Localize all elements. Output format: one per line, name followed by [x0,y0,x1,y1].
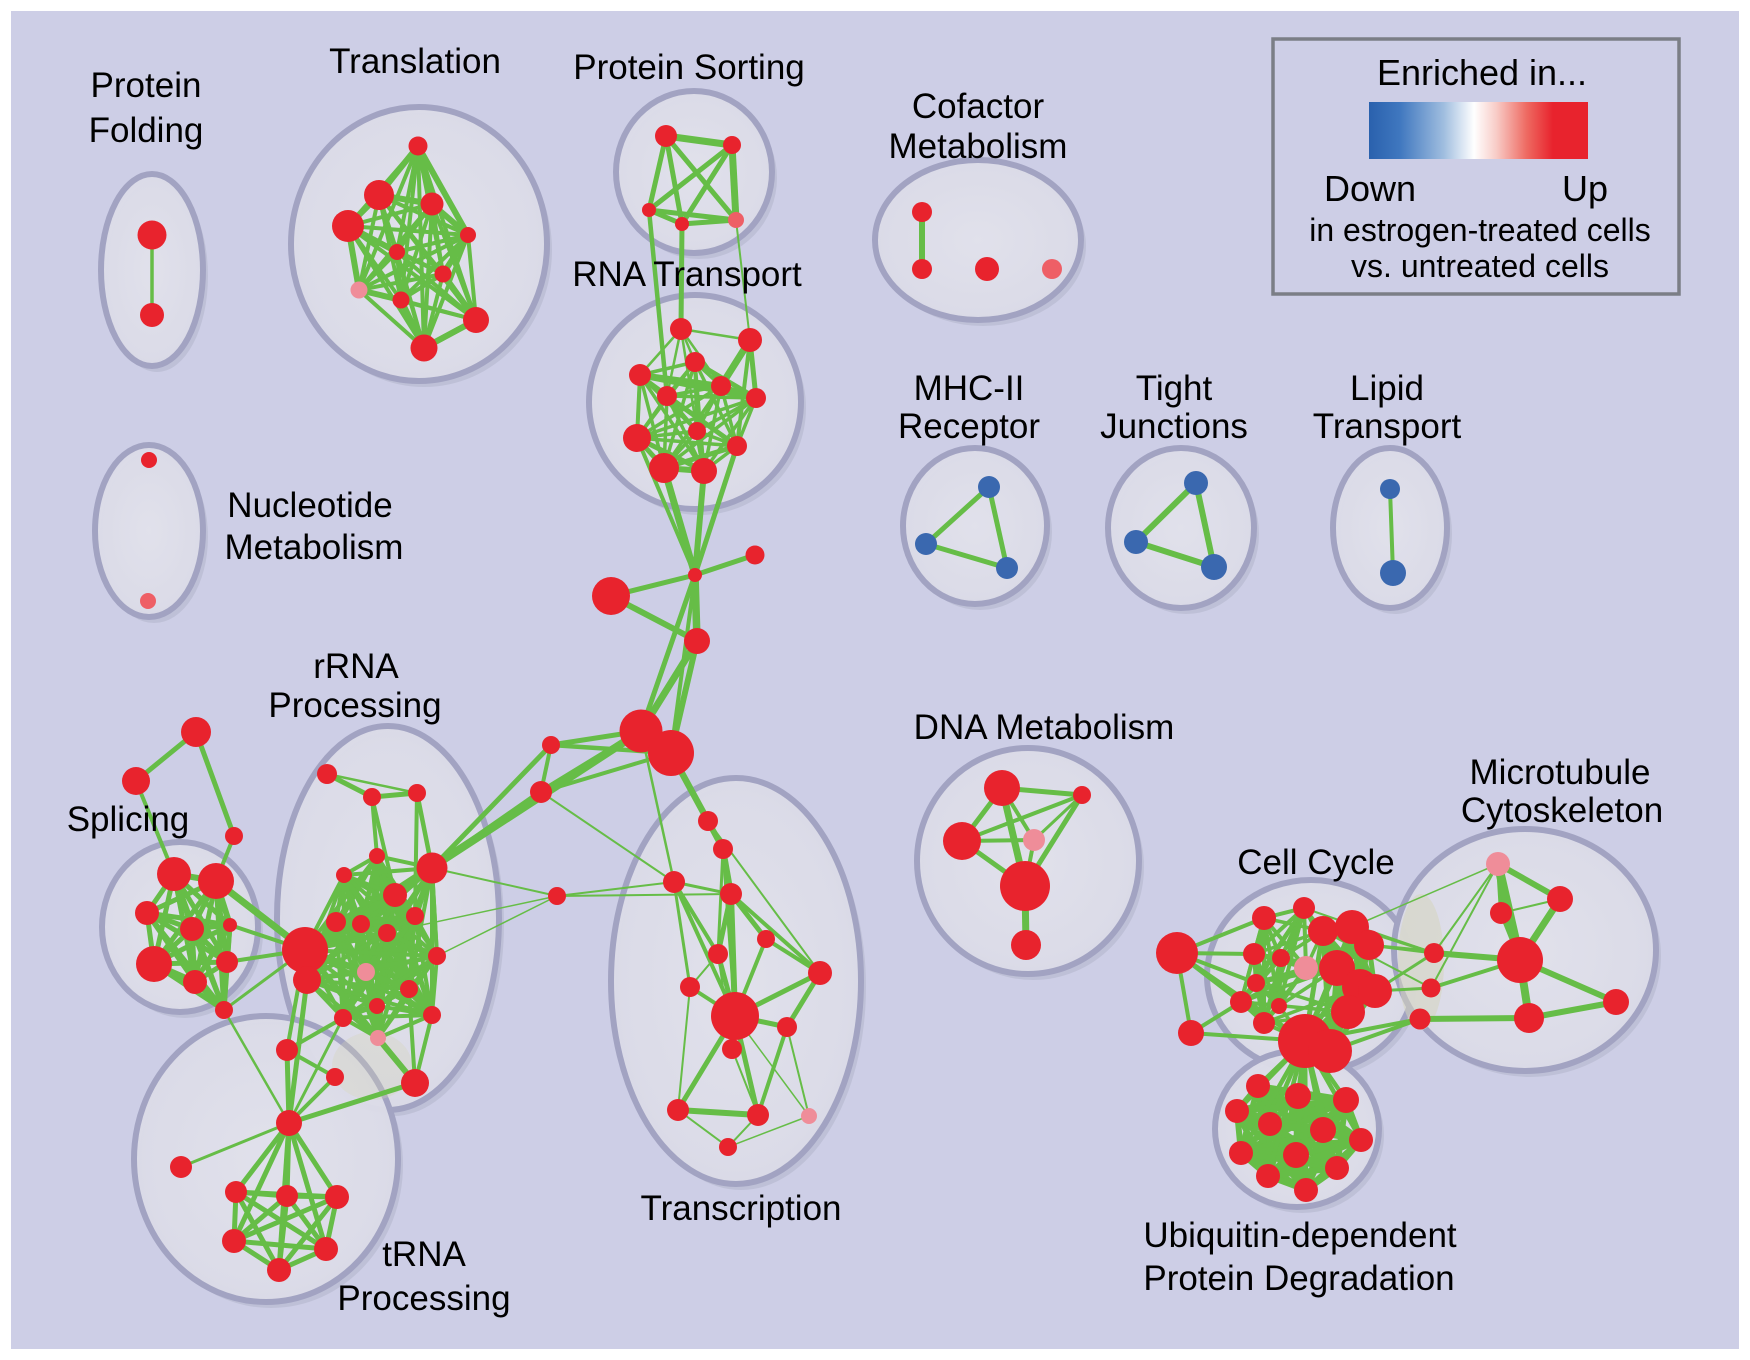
svg-text:Processing: Processing [268,686,441,725]
svg-text:Protein Sorting: Protein Sorting [573,48,805,87]
svg-text:DNA Metabolism: DNA Metabolism [914,708,1175,747]
svg-text:Transport: Transport [1313,407,1462,446]
svg-text:Metabolism: Metabolism [889,127,1068,166]
svg-text:Cell Cycle: Cell Cycle [1237,843,1395,882]
svg-text:Processing: Processing [337,1279,510,1318]
svg-text:Cytoskeleton: Cytoskeleton [1461,791,1663,830]
svg-text:Protein: Protein [91,66,202,105]
svg-text:Ubiquitin-dependent: Ubiquitin-dependent [1143,1216,1457,1255]
svg-text:Translation: Translation [329,42,501,81]
svg-text:Cofactor: Cofactor [912,87,1045,126]
svg-text:Tight: Tight [1136,369,1213,408]
svg-text:Microtubule: Microtubule [1470,753,1651,792]
svg-text:in estrogen-treated cells: in estrogen-treated cells [1309,212,1651,248]
svg-text:rRNA: rRNA [313,647,399,686]
svg-text:Junctions: Junctions [1100,407,1248,446]
svg-text:RNA Transport: RNA Transport [572,255,802,294]
svg-text:Receptor: Receptor [898,407,1040,446]
svg-text:Transcription: Transcription [641,1189,842,1228]
svg-text:vs. untreated cells: vs. untreated cells [1351,248,1609,284]
svg-text:Up: Up [1562,168,1608,209]
svg-text:MHC-II: MHC-II [914,369,1025,408]
svg-text:Splicing: Splicing [67,800,190,839]
svg-text:tRNA: tRNA [382,1235,466,1274]
svg-text:Down: Down [1324,168,1416,209]
svg-text:Lipid: Lipid [1350,369,1424,408]
svg-text:Protein Degradation: Protein Degradation [1143,1259,1454,1298]
svg-text:Folding: Folding [89,111,204,150]
svg-text:Enriched in...: Enriched in... [1377,52,1587,93]
svg-text:Metabolism: Metabolism [225,528,404,567]
svg-text:Nucleotide: Nucleotide [227,486,392,525]
